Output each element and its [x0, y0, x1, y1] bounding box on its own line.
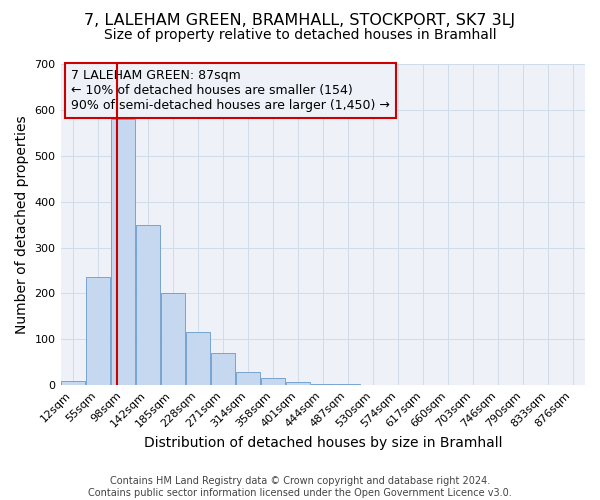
Y-axis label: Number of detached properties: Number of detached properties [15, 116, 29, 334]
Text: 7 LALEHAM GREEN: 87sqm
← 10% of detached houses are smaller (154)
90% of semi-de: 7 LALEHAM GREEN: 87sqm ← 10% of detached… [71, 69, 390, 112]
Bar [311, 384, 335, 385]
X-axis label: Distribution of detached houses by size in Bramhall: Distribution of detached houses by size … [143, 436, 502, 450]
Bar [236, 372, 260, 385]
Bar [261, 378, 284, 385]
Bar [136, 224, 160, 385]
Bar [111, 119, 135, 385]
Bar [186, 332, 210, 385]
Bar [286, 382, 310, 385]
Bar [161, 294, 185, 385]
Bar [336, 384, 359, 385]
Text: Size of property relative to detached houses in Bramhall: Size of property relative to detached ho… [104, 28, 496, 42]
Bar [211, 353, 235, 385]
Text: Contains HM Land Registry data © Crown copyright and database right 2024.
Contai: Contains HM Land Registry data © Crown c… [88, 476, 512, 498]
Bar [86, 278, 110, 385]
Bar [61, 380, 85, 385]
Text: 7, LALEHAM GREEN, BRAMHALL, STOCKPORT, SK7 3LJ: 7, LALEHAM GREEN, BRAMHALL, STOCKPORT, S… [85, 12, 515, 28]
